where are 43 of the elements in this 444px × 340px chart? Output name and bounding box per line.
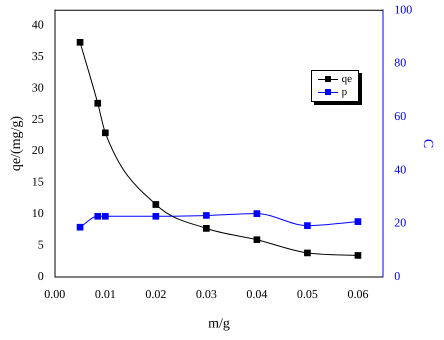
point	[76, 224, 84, 231]
y-tick-label: 20	[32, 143, 44, 158]
point	[254, 236, 260, 244]
x-tick-label: 0.06	[347, 287, 368, 302]
point	[304, 222, 311, 229]
x-tick-label: 0.02	[145, 287, 166, 302]
x-tick-label: 0.05	[296, 287, 318, 302]
y-tick-label: 30	[32, 80, 44, 94]
x-tick-label: 0.01	[94, 287, 116, 302]
y2-tick-label: 20	[394, 216, 406, 230]
point	[102, 212, 109, 220]
x-axis-title: m/g	[208, 316, 230, 332]
point	[203, 212, 210, 219]
x-tick-label: 0.00	[44, 287, 66, 302]
y-axis-title: qe/(mg/g)	[9, 116, 24, 172]
point	[152, 201, 160, 208]
y2-tick-label: 40	[394, 162, 406, 176]
y-tick-label: 0	[38, 268, 44, 283]
point	[94, 212, 102, 220]
x-tick-label: 0.04	[246, 287, 268, 302]
legend-label: p	[342, 86, 348, 99]
y-tick-label: 15	[32, 174, 44, 189]
point	[76, 38, 84, 46]
point	[354, 252, 362, 259]
point	[354, 218, 362, 225]
point	[94, 100, 102, 107]
y-tick-label: 35	[32, 48, 44, 63]
y-tick-label: 40	[32, 17, 44, 32]
point	[203, 225, 210, 232]
y-tick-label: 25	[32, 112, 44, 126]
y2-tick-label: 100	[394, 2, 412, 16]
point	[102, 129, 109, 136]
y2-tick-label: 60	[394, 108, 406, 123]
y2-axis-title: C	[420, 138, 435, 148]
y2-tick-label: 80	[394, 56, 406, 70]
y2-tick-label: 0	[394, 268, 400, 283]
legend-label: qe	[342, 73, 352, 86]
point	[152, 212, 160, 220]
x-tick-label: 0.03	[196, 287, 217, 302]
y-tick-label: 10	[32, 206, 44, 220]
point	[304, 250, 311, 256]
point	[254, 210, 260, 217]
y-tick-label: 5	[38, 238, 44, 252]
